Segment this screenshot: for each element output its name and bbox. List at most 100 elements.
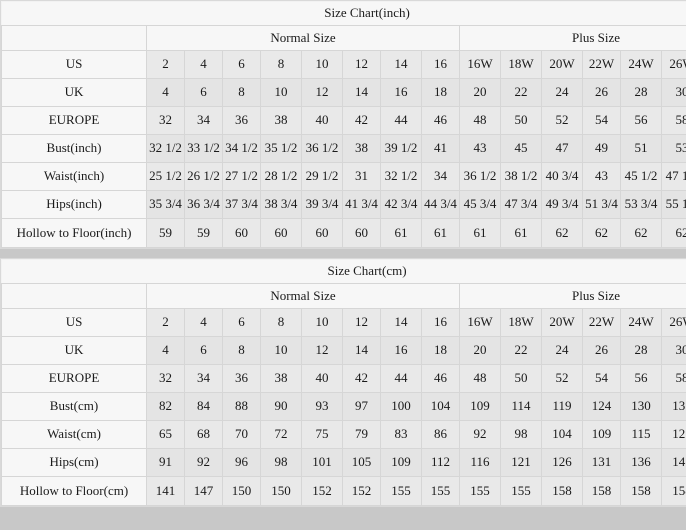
cell-value: 141: [146, 476, 185, 506]
cell-value: 6: [184, 336, 223, 365]
cell-value: 24: [541, 78, 583, 107]
cell-value: 32: [146, 106, 185, 135]
row-label: Waist(inch): [1, 162, 147, 191]
cell-value: 47 1/2: [661, 162, 686, 191]
cell-value: 79: [342, 420, 381, 449]
cell-value: 24: [541, 336, 583, 365]
cell-value: 28 1/2: [260, 162, 302, 191]
row-label: Hollow to Floor(inch): [1, 218, 147, 248]
cell-value: 90: [260, 392, 302, 421]
cell-value: 16: [421, 50, 460, 79]
cell-value: 98: [500, 420, 542, 449]
cell-value: 124: [582, 392, 621, 421]
table-row: UK4681012141618202224262830: [1, 336, 686, 365]
cell-value: 44: [380, 106, 422, 135]
cell-value: 33 1/2: [184, 134, 223, 163]
cell-value: 59: [146, 218, 185, 248]
row-label: UK: [1, 336, 147, 365]
cell-value: 22: [500, 336, 542, 365]
cell-value: 14: [342, 78, 381, 107]
cell-value: 44 3/4: [421, 190, 460, 219]
cell-value: 50: [500, 364, 542, 393]
cell-value: 20W: [541, 308, 583, 337]
cell-value: 8: [260, 308, 302, 337]
group-header-normal: Normal Size: [146, 283, 460, 309]
cell-value: 86: [421, 420, 460, 449]
cell-value: 38: [260, 364, 302, 393]
cell-value: 135: [661, 392, 686, 421]
cell-value: 155: [459, 476, 501, 506]
cell-value: 20W: [541, 50, 583, 79]
cell-value: 155: [421, 476, 460, 506]
cell-value: 46: [421, 106, 460, 135]
group-header-blank: [1, 283, 147, 309]
cell-value: 109: [380, 448, 422, 477]
cell-value: 60: [301, 218, 343, 248]
row-label: Hips(cm): [1, 448, 147, 477]
cell-value: 61: [459, 218, 501, 248]
cell-value: 28: [620, 78, 662, 107]
cell-value: 4: [184, 308, 223, 337]
size-chart-cm: Size Chart(cm) Normal Size Plus Size US 2 4 6 8…: [0, 258, 686, 507]
cell-value: 10: [301, 308, 343, 337]
cell-value: 50: [500, 106, 542, 135]
cell-value: 10: [301, 50, 343, 79]
cell-value: 59: [184, 218, 223, 248]
cell-value: 8: [260, 50, 302, 79]
cell-value: 54: [582, 364, 621, 393]
row-label: Waist(cm): [1, 420, 147, 449]
cell-value: 36 3/4: [184, 190, 223, 219]
cell-value: 16W: [459, 308, 501, 337]
cell-value: 32: [146, 364, 185, 393]
cell-value: 60: [260, 218, 302, 248]
cell-value: 52: [541, 364, 583, 393]
cell-value: 141: [661, 448, 686, 477]
cell-value: 34: [184, 364, 223, 393]
group-header-plus: Plus Size: [458, 25, 686, 51]
size-chart-inch: Size Chart(inch) Normal Size Plus Size US 2 4…: [0, 0, 686, 249]
cell-value: 60: [342, 218, 381, 248]
cell-value: 34 1/2: [222, 134, 261, 163]
table-row: Hollow to Floor(cm) 141 147 150 150 152 152 155…: [1, 476, 686, 506]
cell-value: 116: [459, 448, 501, 477]
cell-value: 52: [541, 106, 583, 135]
cell-value: 56: [620, 364, 662, 393]
table-row: UK4681012141618202224262830: [1, 78, 686, 107]
cell-value: 88: [222, 392, 261, 421]
table-row: Hips(cm) 91 92 96 98 101 105 109 112 116 121 126 131…: [1, 448, 686, 477]
row-label: US: [1, 50, 147, 79]
cell-value: 12: [342, 50, 381, 79]
cell-value: 38 3/4: [260, 190, 302, 219]
cell-value: 14: [380, 308, 422, 337]
cell-value: 34: [421, 162, 460, 191]
cell-value: 37 3/4: [222, 190, 261, 219]
cell-value: 49 3/4: [541, 190, 583, 219]
cell-value: 53: [661, 134, 686, 163]
cell-value: 150: [222, 476, 261, 506]
cell-value: 47: [541, 134, 583, 163]
cell-value: 115: [620, 420, 662, 449]
cell-value: 42: [342, 106, 381, 135]
cell-value: 42: [342, 364, 381, 393]
cell-value: 22: [500, 78, 542, 107]
cell-value: 29 1/2: [301, 162, 343, 191]
cell-value: 26W: [661, 50, 686, 79]
cell-value: 12: [342, 308, 381, 337]
size-chart-table: Size Chart(inch) Normal Size Plus Size US 2 4…: [0, 1, 686, 248]
cell-value: 16W: [459, 50, 501, 79]
table-row: US24681012141616W18W20W22W24W26W: [1, 308, 686, 337]
cell-value: 40: [301, 106, 343, 135]
cell-value: 155: [500, 476, 542, 506]
table-row: Waist(inch) 25 1/2 26 1/2 27 1/2 28 1/2 29 1/…: [1, 162, 686, 191]
cell-value: 47 3/4: [500, 190, 542, 219]
cell-value: 158: [661, 476, 686, 506]
cell-value: 42 3/4: [380, 190, 422, 219]
cell-value: 34: [184, 106, 223, 135]
row-label: Bust(inch): [1, 134, 147, 163]
cell-value: 53 3/4: [620, 190, 662, 219]
cell-value: 16: [421, 308, 460, 337]
cell-value: 28: [620, 336, 662, 365]
cell-value: 41: [421, 134, 460, 163]
cell-value: 100: [380, 392, 422, 421]
